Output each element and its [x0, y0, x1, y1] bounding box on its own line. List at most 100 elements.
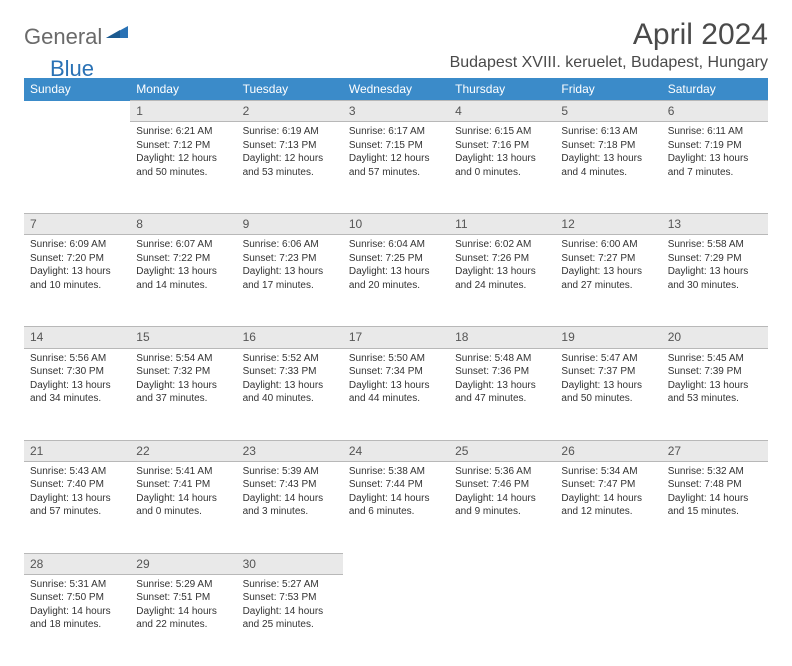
cell-line: Sunset: 7:43 PM [243, 478, 337, 492]
cell-line: and 50 minutes. [136, 166, 230, 180]
day-cell: Sunrise: 5:27 AMSunset: 7:53 PMDaylight:… [237, 574, 343, 666]
cell-line: and 25 minutes. [243, 618, 337, 632]
cell-line: Sunset: 7:46 PM [455, 478, 549, 492]
cell-line: and 0 minutes. [455, 166, 549, 180]
daynum-row: 282930 [24, 553, 768, 574]
day-number: 11 [449, 214, 555, 235]
day-number [24, 101, 130, 122]
cell-line: Sunrise: 5:39 AM [243, 465, 337, 479]
cell-line: and 4 minutes. [561, 166, 655, 180]
day-number: 3 [343, 101, 449, 122]
day-number [555, 553, 661, 574]
cell-line: Sunrise: 5:29 AM [136, 578, 230, 592]
day-cell: Sunrise: 5:36 AMSunset: 7:46 PMDaylight:… [449, 461, 555, 553]
day-cell: Sunrise: 6:21 AMSunset: 7:12 PMDaylight:… [130, 122, 236, 214]
cell-line: Daylight: 13 hours [668, 379, 762, 393]
day-cell [662, 574, 768, 666]
cell-line: Sunrise: 5:41 AM [136, 465, 230, 479]
day-cell: Sunrise: 6:11 AMSunset: 7:19 PMDaylight:… [662, 122, 768, 214]
day-cell: Sunrise: 5:43 AMSunset: 7:40 PMDaylight:… [24, 461, 130, 553]
weekday-header: Wednesday [343, 78, 449, 101]
cell-line: Daylight: 12 hours [136, 152, 230, 166]
cell-line: Sunrise: 5:47 AM [561, 352, 655, 366]
day-cell: Sunrise: 6:02 AMSunset: 7:26 PMDaylight:… [449, 235, 555, 327]
day-number: 14 [24, 327, 130, 348]
cell-line: Sunset: 7:51 PM [136, 591, 230, 605]
day-number: 17 [343, 327, 449, 348]
cell-line: Sunset: 7:13 PM [243, 139, 337, 153]
cell-line: Daylight: 13 hours [455, 152, 549, 166]
day-number: 7 [24, 214, 130, 235]
day-cell: Sunrise: 5:31 AMSunset: 7:50 PMDaylight:… [24, 574, 130, 666]
cell-line: and 53 minutes. [668, 392, 762, 406]
brand-triangle-icon [106, 22, 128, 43]
cell-line: Sunset: 7:16 PM [455, 139, 549, 153]
cell-line: Sunrise: 5:31 AM [30, 578, 124, 592]
cell-line: Sunrise: 5:38 AM [349, 465, 443, 479]
cell-line: and 15 minutes. [668, 505, 762, 519]
cell-line: Sunrise: 5:50 AM [349, 352, 443, 366]
cell-line: Sunset: 7:33 PM [243, 365, 337, 379]
day-number: 4 [449, 101, 555, 122]
cell-line: and 57 minutes. [349, 166, 443, 180]
brand-text-general: General [24, 24, 102, 50]
cell-line: Daylight: 14 hours [243, 492, 337, 506]
cell-line: Sunset: 7:47 PM [561, 478, 655, 492]
cell-line: Sunrise: 5:45 AM [668, 352, 762, 366]
cell-line: Daylight: 14 hours [349, 492, 443, 506]
cell-line: Sunrise: 6:11 AM [668, 125, 762, 139]
cell-line: Sunset: 7:18 PM [561, 139, 655, 153]
day-number: 25 [449, 440, 555, 461]
day-cell: Sunrise: 6:00 AMSunset: 7:27 PMDaylight:… [555, 235, 661, 327]
day-cell: Sunrise: 5:54 AMSunset: 7:32 PMDaylight:… [130, 348, 236, 440]
brand-text-blue: Blue [50, 56, 94, 82]
cell-line: Sunrise: 5:56 AM [30, 352, 124, 366]
cell-line: and 24 minutes. [455, 279, 549, 293]
cell-line: Daylight: 13 hours [349, 379, 443, 393]
cell-line: Sunset: 7:34 PM [349, 365, 443, 379]
cell-line: and 47 minutes. [455, 392, 549, 406]
day-number: 30 [237, 553, 343, 574]
cell-line: and 37 minutes. [136, 392, 230, 406]
cell-line: Sunrise: 5:54 AM [136, 352, 230, 366]
calendar-body: 123456Sunrise: 6:21 AMSunset: 7:12 PMDay… [24, 101, 768, 666]
cell-line: Sunset: 7:20 PM [30, 252, 124, 266]
weekday-header: Monday [130, 78, 236, 101]
weekday-header: Thursday [449, 78, 555, 101]
cell-line: Sunrise: 6:04 AM [349, 238, 443, 252]
cell-line: Daylight: 13 hours [561, 152, 655, 166]
day-number: 27 [662, 440, 768, 461]
day-number: 13 [662, 214, 768, 235]
daynum-row: 123456 [24, 101, 768, 122]
day-number: 1 [130, 101, 236, 122]
cell-line: Sunrise: 6:07 AM [136, 238, 230, 252]
day-cell: Sunrise: 5:56 AMSunset: 7:30 PMDaylight:… [24, 348, 130, 440]
title-block: April 2024 Budapest XVIII. keruelet, Bud… [450, 18, 768, 72]
calendar-table: SundayMondayTuesdayWednesdayThursdayFrid… [24, 78, 768, 666]
cell-line: Sunset: 7:23 PM [243, 252, 337, 266]
cell-line: Sunrise: 5:48 AM [455, 352, 549, 366]
cell-line: Sunrise: 5:36 AM [455, 465, 549, 479]
cell-line: Daylight: 14 hours [455, 492, 549, 506]
weekday-header: Tuesday [237, 78, 343, 101]
cell-line: and 7 minutes. [668, 166, 762, 180]
content-row: Sunrise: 5:31 AMSunset: 7:50 PMDaylight:… [24, 574, 768, 666]
cell-line: and 18 minutes. [30, 618, 124, 632]
cell-line: and 27 minutes. [561, 279, 655, 293]
cell-line: and 40 minutes. [243, 392, 337, 406]
month-title: April 2024 [450, 18, 768, 52]
content-row: Sunrise: 5:43 AMSunset: 7:40 PMDaylight:… [24, 461, 768, 553]
day-number: 18 [449, 327, 555, 348]
cell-line: and 34 minutes. [30, 392, 124, 406]
cell-line: Sunset: 7:30 PM [30, 365, 124, 379]
cell-line: Daylight: 13 hours [30, 492, 124, 506]
page-header: General April 2024 Budapest XVIII. kerue… [24, 18, 768, 72]
day-number: 19 [555, 327, 661, 348]
cell-line: and 22 minutes. [136, 618, 230, 632]
day-number: 20 [662, 327, 768, 348]
cell-line: Daylight: 13 hours [668, 265, 762, 279]
daynum-row: 78910111213 [24, 214, 768, 235]
cell-line: Sunset: 7:12 PM [136, 139, 230, 153]
day-cell: Sunrise: 6:19 AMSunset: 7:13 PMDaylight:… [237, 122, 343, 214]
day-cell: Sunrise: 5:47 AMSunset: 7:37 PMDaylight:… [555, 348, 661, 440]
